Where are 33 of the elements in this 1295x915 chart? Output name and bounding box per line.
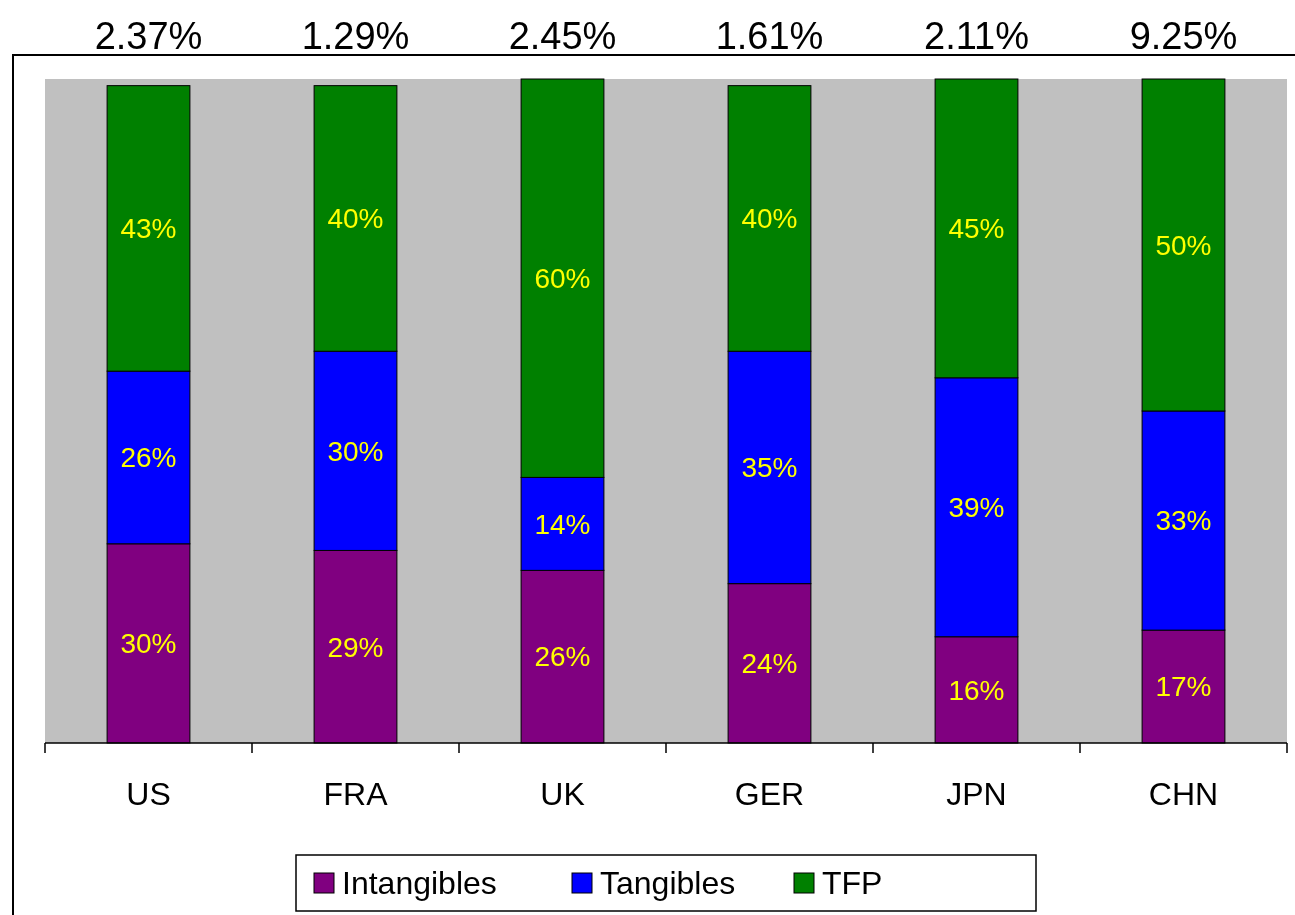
x-tick-label: FRA <box>323 776 389 812</box>
x-tick-label: US <box>126 776 171 812</box>
data-label: 45% <box>948 213 1005 245</box>
data-label: 30% <box>327 435 384 467</box>
text: 1.61% <box>715 15 824 57</box>
legend-label: Tangibles <box>600 865 736 902</box>
legend-label: Intangibles <box>342 865 497 902</box>
text: 1.29% <box>301 15 410 57</box>
x-tick-label: CHN <box>1148 776 1219 812</box>
x-tick-label: JPN <box>946 776 1007 812</box>
data-label: 50% <box>1155 229 1212 261</box>
data-label: 35% <box>741 452 798 484</box>
text: 9.25% <box>1129 15 1238 57</box>
data-label: 40% <box>741 203 798 235</box>
text: 2.11% <box>924 15 1029 57</box>
data-label: 60% <box>534 263 591 294</box>
x-tick-label: UK <box>540 776 585 812</box>
data-label: 43% <box>120 213 177 245</box>
data-label: 29% <box>327 631 384 663</box>
data-label: 26% <box>534 641 591 673</box>
data-label: 17% <box>1155 671 1212 703</box>
x-tick-label: GER <box>734 776 805 812</box>
data-label: 24% <box>741 648 798 680</box>
data-label: 30% <box>120 628 177 660</box>
text: 2.37% <box>94 15 203 57</box>
data-label: 33% <box>1155 505 1212 537</box>
data-label: 14% <box>534 508 591 540</box>
data-label: 40% <box>327 203 384 235</box>
text: 2.45% <box>508 15 617 57</box>
data-label: 26% <box>120 442 177 474</box>
legend-label: TFP <box>822 865 883 902</box>
data-label: 16% <box>948 674 1005 706</box>
data-label: 39% <box>948 492 1005 524</box>
